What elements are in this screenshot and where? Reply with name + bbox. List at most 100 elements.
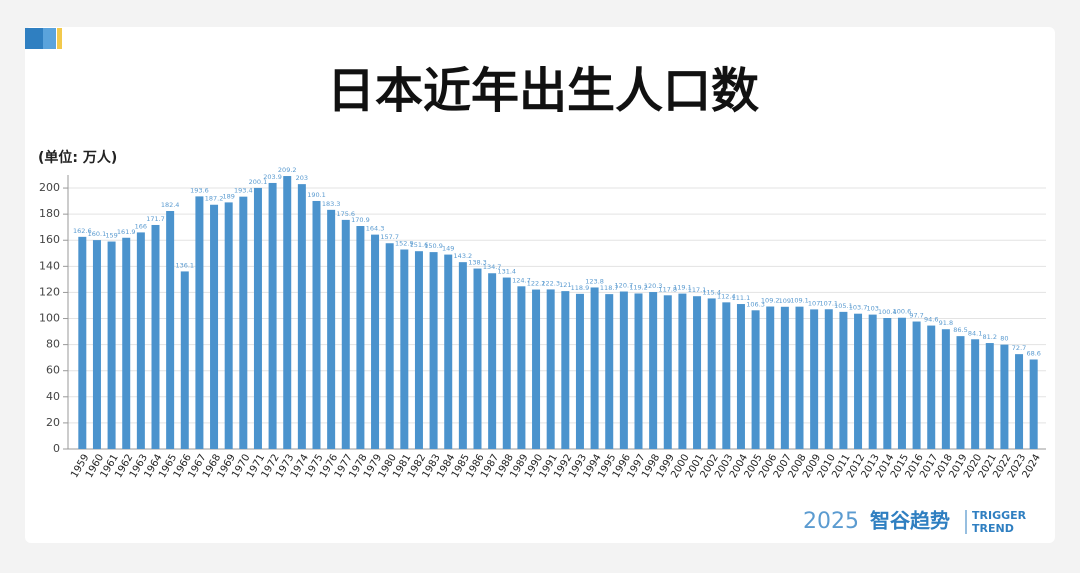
value-label: 160.1	[88, 230, 107, 238]
value-label: 187.2	[205, 195, 224, 203]
value-label: 119.1	[673, 284, 692, 292]
y-axis-label: (单位: 万人)	[38, 149, 117, 166]
bar	[971, 339, 980, 449]
bar	[985, 343, 994, 449]
value-label: 111.1	[732, 294, 751, 302]
value-label: 84.1	[968, 329, 982, 337]
chart-title: 日本近年出生人口数	[327, 63, 759, 119]
bar	[839, 311, 848, 449]
bar	[590, 287, 599, 449]
bar	[1029, 359, 1038, 449]
value-label: 189	[222, 192, 234, 200]
bar	[780, 306, 789, 449]
value-label: 117.1	[688, 286, 707, 294]
value-label: 103.7	[849, 304, 868, 312]
bar	[1000, 344, 1009, 449]
value-label: 134.7	[483, 263, 502, 271]
value-label: 175.6	[336, 210, 355, 218]
value-label: 203	[296, 174, 308, 182]
y-tick-label: 180	[39, 207, 60, 220]
bar	[897, 317, 906, 449]
value-label: 149	[442, 245, 454, 253]
value-label: 107.1	[819, 299, 838, 307]
value-label: 124.7	[512, 276, 531, 284]
value-label: 159	[105, 232, 117, 240]
value-label: 97.7	[909, 312, 923, 320]
bar	[693, 296, 702, 449]
value-label: 109	[779, 297, 791, 305]
bar	[356, 226, 365, 449]
value-label: 72.7	[1012, 344, 1026, 352]
bar	[824, 309, 833, 449]
value-label: 107	[808, 299, 820, 307]
value-label: 120.3	[644, 282, 663, 290]
y-tick-label: 80	[46, 338, 60, 351]
value-label: 200.1	[249, 178, 268, 186]
bar	[136, 232, 145, 449]
value-label: 106.3	[746, 300, 765, 308]
y-tick-label: 120	[39, 285, 60, 298]
value-label: 112.4	[717, 292, 736, 300]
bar	[575, 293, 584, 449]
value-label: 182.4	[161, 201, 180, 209]
value-label: 120.7	[615, 282, 634, 290]
value-label: 121	[559, 281, 571, 289]
value-label: 80	[1000, 335, 1008, 343]
bar	[239, 196, 248, 449]
brand-en: TREND	[972, 522, 1014, 535]
value-label: 190.1	[307, 191, 326, 199]
bar	[122, 237, 131, 449]
y-tick-label: 60	[46, 364, 60, 377]
bar	[210, 204, 219, 449]
bar	[912, 321, 921, 449]
value-label: 105.1	[834, 302, 853, 310]
value-label: 122.2	[527, 280, 546, 288]
bar	[605, 294, 614, 449]
value-label: 94.6	[924, 316, 938, 324]
value-label: 109.1	[790, 297, 809, 305]
bar	[107, 241, 116, 449]
value-label: 150.9	[424, 242, 443, 250]
value-label: 86.5	[953, 326, 967, 334]
bar	[868, 314, 877, 449]
bar	[546, 289, 555, 449]
y-tick-label: 0	[53, 442, 60, 455]
logo-block	[25, 28, 43, 49]
bar	[473, 268, 482, 449]
bar	[341, 219, 350, 449]
value-label: 131.4	[497, 268, 516, 276]
value-label: 193.6	[190, 186, 209, 194]
value-label: 103	[866, 305, 878, 313]
bar	[649, 292, 658, 449]
bar	[532, 289, 541, 449]
bar	[883, 318, 892, 449]
bar	[678, 293, 687, 449]
value-label: 143.2	[454, 252, 473, 260]
value-label: 117.8	[658, 285, 677, 293]
value-label: 209.2	[278, 166, 297, 174]
y-tick-label: 20	[46, 416, 60, 429]
bar	[634, 293, 643, 449]
value-label: 157.7	[380, 233, 399, 241]
bar	[166, 211, 175, 449]
value-label: 151.6	[410, 241, 429, 249]
bar	[400, 249, 409, 449]
bar	[327, 209, 336, 449]
value-label: 152.9	[395, 240, 414, 248]
value-label: 171.7	[146, 215, 165, 223]
value-label: 91.8	[939, 319, 953, 327]
value-label: 193.4	[234, 187, 253, 195]
value-label: 123.8	[585, 277, 604, 285]
bar	[722, 302, 731, 449]
bar	[795, 306, 804, 449]
bar	[371, 234, 380, 449]
value-label: 122.3	[541, 279, 560, 287]
bar	[941, 329, 950, 449]
value-label: 100.4	[878, 308, 897, 316]
bar	[180, 271, 189, 449]
bar	[766, 306, 775, 449]
logo-block	[57, 28, 62, 49]
value-label: 118.7	[600, 284, 619, 292]
